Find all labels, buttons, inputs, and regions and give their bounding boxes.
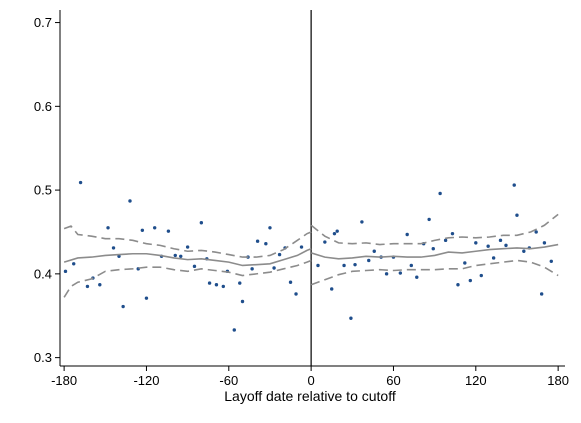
x-axis-title: Layoff date relative to cutoff: [224, 388, 396, 404]
data-point: [277, 252, 282, 257]
data-point: [173, 253, 177, 258]
data-point: [522, 249, 526, 253]
data-point: [539, 292, 544, 296]
data-point: [498, 238, 503, 243]
data-point: [431, 247, 435, 251]
data-point: [268, 226, 272, 230]
data-point: [250, 267, 254, 271]
data-point: [238, 281, 242, 285]
data-point: [294, 292, 298, 296]
data-point: [360, 220, 364, 224]
data-point: [409, 263, 413, 268]
data-point: [185, 245, 190, 249]
y-tick-label: 0.7: [34, 15, 52, 30]
data-point: [106, 226, 110, 230]
x-tick-label: 60: [386, 373, 400, 388]
ci-lower-line: [63, 259, 312, 298]
data-point: [474, 241, 478, 245]
data-point: [63, 269, 68, 274]
data-point: [78, 180, 83, 185]
x-tick-label: 120: [465, 373, 487, 388]
data-point: [221, 284, 225, 289]
y-tick-label: 0.3: [34, 350, 52, 365]
data-point: [330, 287, 334, 291]
plot-area: [63, 10, 559, 366]
data-point: [549, 259, 553, 263]
data-point: [128, 199, 132, 203]
data-point: [398, 271, 403, 275]
data-point: [427, 217, 431, 222]
data-point: [468, 278, 473, 283]
x-tick-label: -120: [133, 373, 159, 388]
data-point: [405, 232, 409, 237]
data-point: [504, 243, 508, 248]
data-point: [288, 280, 293, 284]
data-point: [353, 262, 357, 267]
axes: 0.3 0.4 0.5 0.6 0.7 -180 -120 -60 0 60 120 180: [34, 10, 569, 388]
data-point: [207, 281, 212, 285]
data-point: [515, 213, 519, 217]
data-point: [534, 230, 538, 234]
data-point: [214, 283, 219, 287]
fit-line: [63, 247, 312, 267]
data-point: [299, 245, 304, 249]
data-point: [342, 263, 346, 268]
data-point: [335, 229, 339, 233]
data-point: [272, 266, 276, 270]
x-tick-label: 180: [547, 373, 569, 388]
data-point: [450, 231, 455, 236]
data-point: [372, 249, 376, 253]
x-tick-label: -60: [219, 373, 238, 388]
data-point: [72, 262, 76, 266]
data-point: [349, 316, 353, 320]
data-point: [491, 256, 496, 260]
data-point: [512, 183, 516, 187]
fit-line: [310, 243, 559, 260]
y-tick-label: 0.4: [34, 266, 52, 281]
data-point: [542, 241, 547, 245]
data-point: [332, 231, 337, 236]
data-point: [85, 284, 90, 289]
data-point: [415, 275, 419, 279]
data-point: [438, 191, 442, 196]
data-point: [179, 254, 183, 258]
data-point: [152, 226, 157, 230]
data-point: [463, 261, 467, 265]
data-point: [367, 258, 371, 263]
y-tick-label: 0.5: [34, 183, 52, 198]
data-point: [264, 242, 268, 246]
data-point: [192, 264, 197, 269]
y-tick-label: 0.6: [34, 99, 52, 114]
data-point: [486, 244, 490, 248]
data-point: [98, 283, 102, 287]
data-point: [316, 263, 320, 268]
data-point: [111, 246, 116, 250]
data-point: [140, 228, 145, 232]
ci-lower-line: [310, 259, 559, 286]
data-point: [479, 273, 483, 278]
data-point: [456, 283, 460, 287]
data-point: [232, 328, 236, 332]
ci-upper-line: [310, 213, 559, 246]
data-point: [384, 272, 389, 276]
data-point: [323, 240, 327, 244]
data-point: [166, 229, 171, 233]
data-point: [255, 239, 260, 243]
x-tick-label: 0: [308, 373, 315, 388]
data-point: [240, 299, 245, 304]
x-tick-label: -180: [51, 373, 77, 388]
data-point: [144, 296, 149, 300]
ci-upper-line: [63, 225, 312, 258]
data-point: [199, 221, 204, 225]
data-point: [121, 304, 125, 309]
data-point: [443, 238, 448, 243]
